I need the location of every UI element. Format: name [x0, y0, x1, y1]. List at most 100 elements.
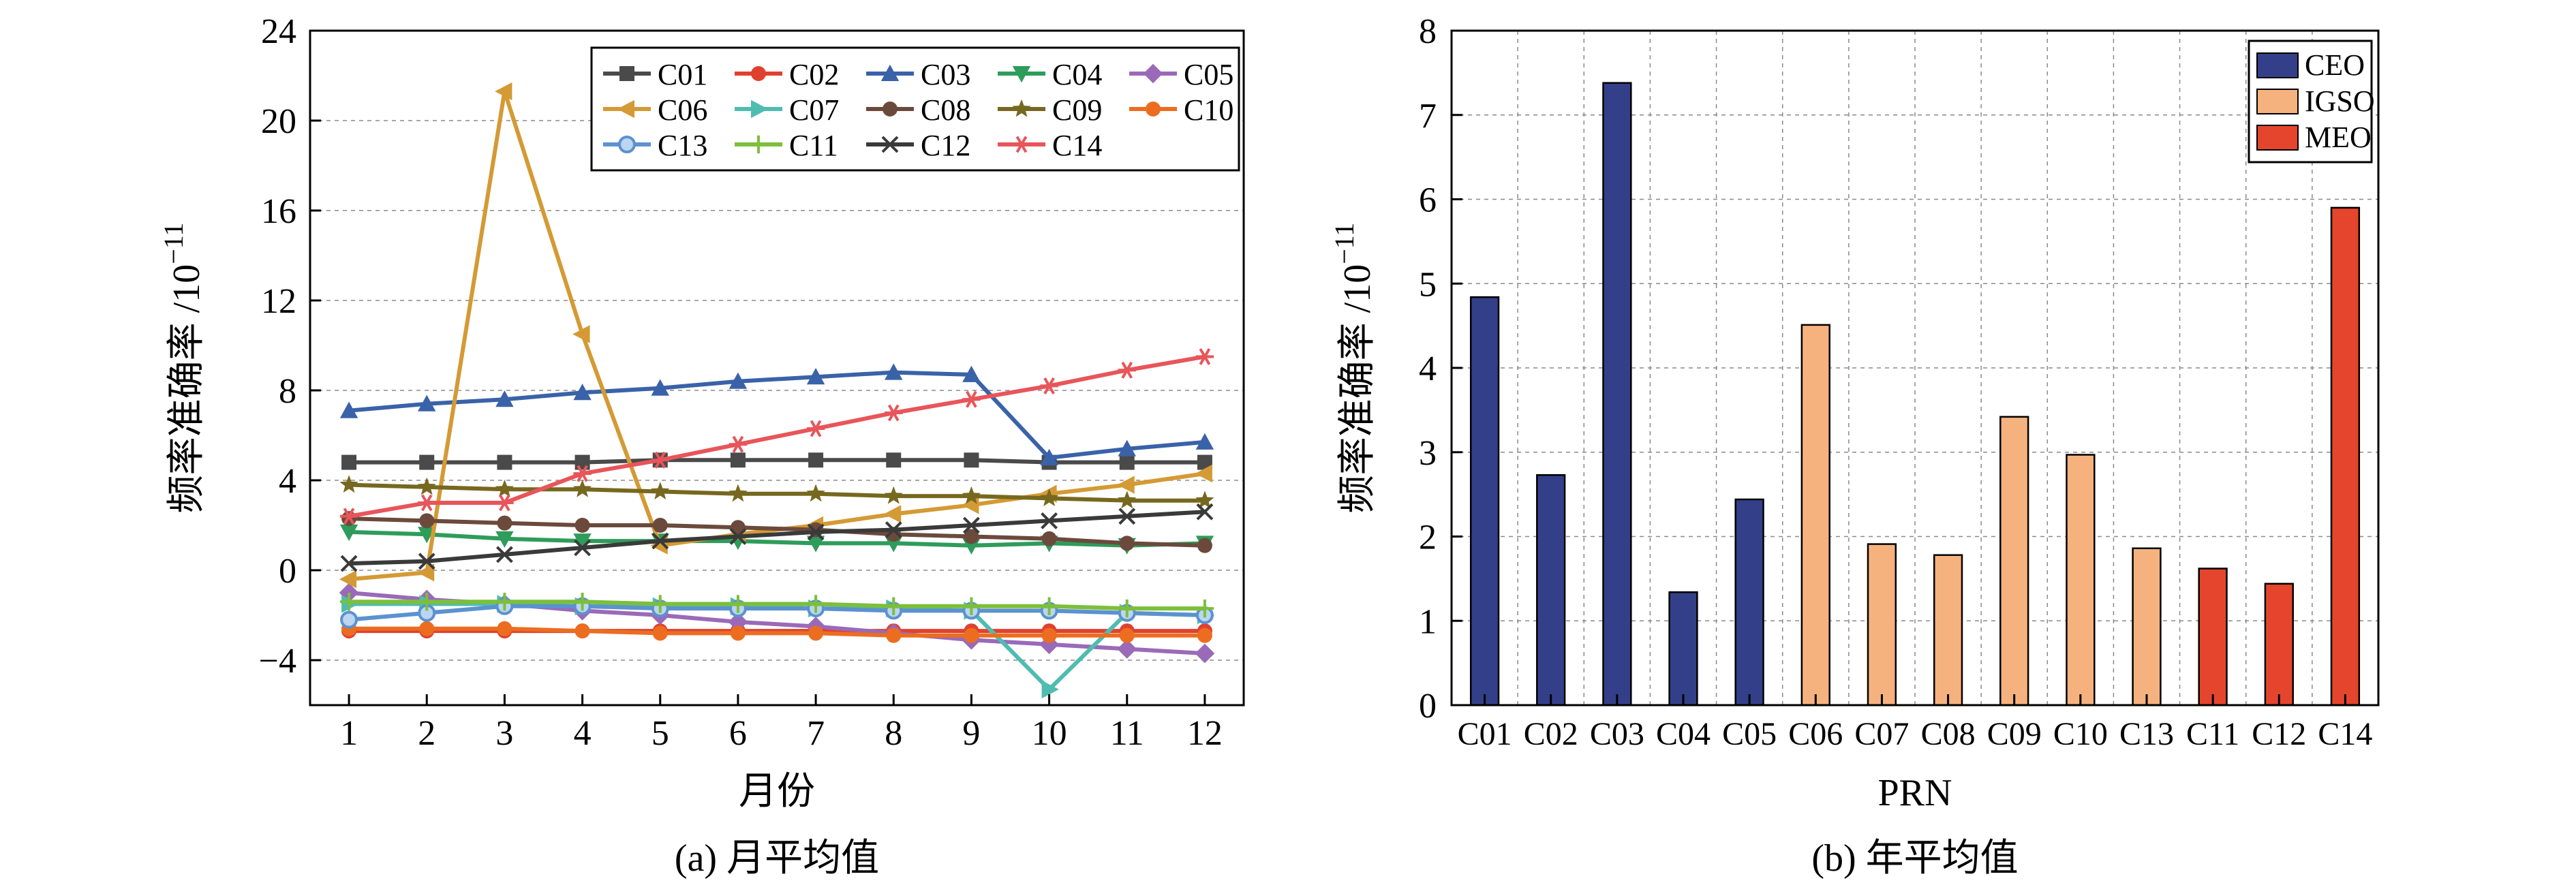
chart-a-legend-label: C13 — [658, 129, 707, 162]
chart-a-ytick-label: −4 — [259, 642, 296, 681]
chart-a-legend-marker — [883, 102, 898, 117]
chart-a-point-c12 — [1118, 508, 1136, 525]
chart-a-line-c11 — [349, 600, 1205, 611]
chart-a-point-c08 — [808, 522, 824, 538]
chart-a-legend-marker — [881, 136, 899, 153]
chart-a-line-c10 — [349, 626, 1205, 638]
chart-a-point-c12 — [651, 532, 669, 550]
chart-a-point-c12 — [574, 539, 591, 557]
chart-a-legend-marker-shape — [1012, 66, 1031, 83]
chart-a-point-c10 — [886, 627, 902, 643]
chart-a-point-c12-d2 — [1041, 512, 1058, 529]
chart-b-xtick-label: C13 — [2119, 716, 2174, 752]
chart-a-point-c08 — [652, 518, 668, 533]
chart-a-point-c04 — [806, 535, 825, 553]
chart-a-point-c03 — [651, 379, 669, 396]
chart-a-ytick-label: 0 — [279, 552, 296, 591]
chart-b-legend-label: CEO — [2305, 48, 2365, 82]
chart-b-xtick-label: C07 — [1854, 716, 1909, 752]
chart-a-point-c14-arm — [887, 404, 900, 422]
chart-b-xtick-label: C11 — [2186, 716, 2239, 752]
chart-a-point-c09 — [1040, 488, 1059, 506]
chart-a-point-c10 — [497, 621, 512, 636]
chart-a-point-c12-d2 — [885, 521, 902, 539]
chart-a-point-c06 — [495, 82, 512, 101]
chart-a-point-c06 — [1117, 476, 1135, 494]
chart-a-point-c09 — [729, 484, 748, 502]
chart-a-point-c09 — [417, 477, 436, 495]
chart-a-point-c08-shape — [1041, 531, 1057, 546]
chart-a-point-c10-shape — [574, 623, 590, 639]
chart-a-line-c01 — [349, 458, 1205, 465]
chart-a-point-c03-shape — [806, 368, 825, 385]
chart-b-xtick-label: C06 — [1788, 716, 1843, 752]
chart-a-legend-marker-shape — [883, 102, 898, 117]
chart-a-point-c10-shape — [497, 621, 512, 636]
chart-a-point-c14 — [495, 494, 514, 512]
chart-a-xtick-label: 11 — [1110, 714, 1144, 753]
chart-b-xtick-label: C03 — [1590, 716, 1644, 752]
chart-a-point-c14-arm — [1121, 361, 1133, 379]
chart-b-legend-label: IGSO — [2305, 84, 2375, 118]
chart-a-line-c13 — [348, 604, 1205, 622]
chart-a-point-c06 — [883, 505, 902, 523]
chart-a-point-c01 — [886, 452, 902, 468]
chart-a-point-c09-shape — [573, 479, 592, 497]
chart-a-xtick-label: 4 — [574, 714, 592, 753]
chart-a-point-c14 — [1195, 348, 1214, 365]
chart-a-xtick-label: 6 — [729, 714, 747, 753]
chart-a-xtick-label: 8 — [885, 714, 902, 753]
chart-a-point-c14-arm — [420, 494, 433, 512]
chart-a-point-c04 — [339, 524, 358, 542]
chart-a-point-c12-d2 — [340, 555, 358, 572]
chart-a-point-c14-arm — [966, 390, 977, 408]
chart-a-point-c14 — [962, 390, 981, 408]
chart-a-legend-marker-shape — [1146, 102, 1161, 117]
chart-a-point-c09-shape — [729, 484, 748, 502]
chart-a-point-c03-shape — [495, 390, 514, 407]
chart-a-point-c04 — [418, 527, 436, 544]
chart-b-legend-label: MEO — [2305, 121, 2372, 154]
chart-a-point-c10 — [1119, 627, 1135, 643]
chart-a-point-c01-shape — [808, 452, 824, 468]
chart-b-ytick-label: 0 — [1419, 687, 1437, 726]
chart-b-bar-c07 — [1867, 543, 1897, 707]
chart-a-point-c08-shape — [652, 518, 668, 533]
chart-a-point-c14-arm — [654, 451, 666, 469]
chart-b-bar-c05 — [1734, 498, 1764, 707]
chart-b-bar-c10 — [2066, 454, 2096, 707]
chart-a-point-c08-shape — [574, 518, 590, 533]
chart-a-point-c12 — [885, 521, 902, 539]
chart-a-point-c01 — [1119, 454, 1135, 470]
chart-a-point-c08-shape — [1119, 535, 1135, 551]
chart-b-bar-c03 — [1602, 82, 1632, 707]
chart-a-point-c14 — [729, 435, 748, 453]
chart-a-point-c06-shape — [495, 82, 512, 101]
chart-a-point-c11 — [495, 593, 514, 611]
chart-a-point-c04 — [573, 533, 592, 550]
chart-a-point-c04 — [495, 531, 514, 548]
chart-a-grid — [310, 120, 1244, 661]
chart-a-point-c13-shape — [340, 610, 358, 629]
chart-a-point-c09-shape — [651, 482, 670, 500]
chart-a-point-c14 — [885, 404, 903, 422]
chart-a-point-c01-shape — [1197, 454, 1212, 470]
chart-b-xtick-label: C02 — [1524, 716, 1578, 752]
chart-a-ytick-label: 8 — [279, 372, 296, 411]
chart-a-point-c14-arm — [732, 435, 744, 453]
chart-a-point-c03 — [1195, 433, 1214, 450]
chart-a-point-c03 — [729, 372, 748, 389]
chart-a-legend-marker-shape — [751, 66, 766, 81]
chart-a-point-c09 — [1118, 491, 1137, 509]
chart-a-point-c09 — [884, 486, 903, 504]
chart-a-series-c03 — [339, 363, 1214, 465]
chart-a-point-c09-shape — [806, 484, 825, 502]
chart-a-point-c03 — [885, 363, 903, 380]
chart-a-legend-label: C10 — [1184, 93, 1233, 127]
chart-a-point-c14 — [651, 451, 669, 469]
chart-a-point-c10 — [652, 625, 668, 641]
chart-a-point-c03-shape — [651, 379, 669, 396]
chart-a-legend-marker-shape — [1143, 63, 1163, 84]
chart-a-point-c03-shape — [962, 365, 981, 382]
chart-a-point-c06-shape — [883, 505, 902, 523]
